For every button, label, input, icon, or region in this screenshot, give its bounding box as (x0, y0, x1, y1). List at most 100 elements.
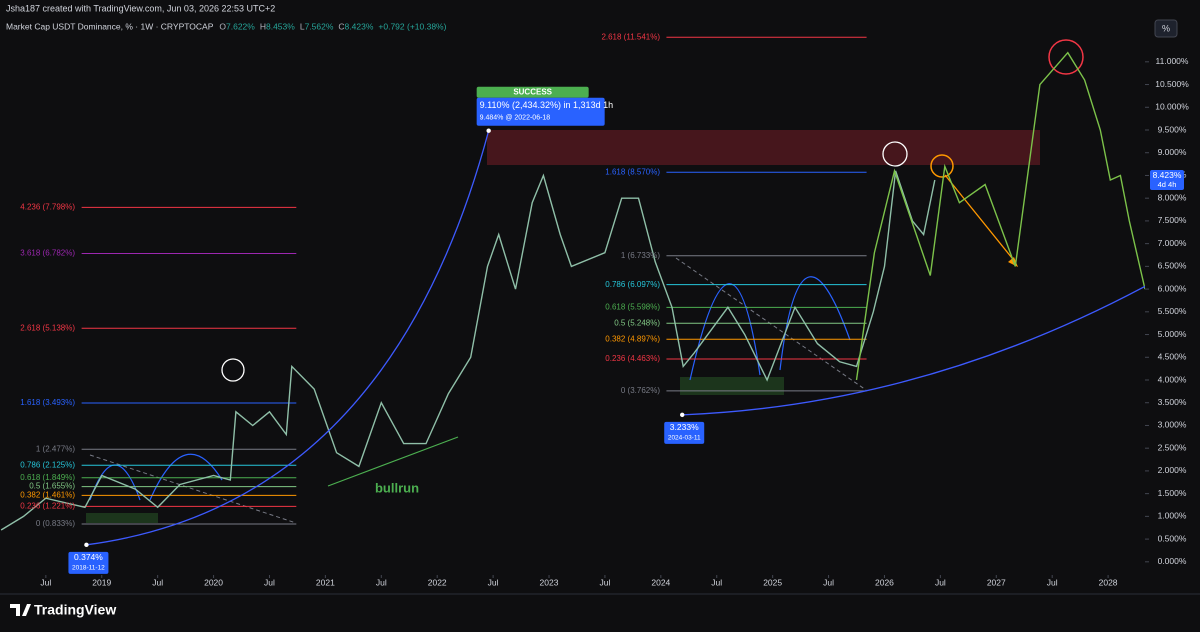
brand: TradingView (34, 602, 116, 618)
y-tick-label: 6.000% (1158, 283, 1187, 293)
y-tick-label: 10.500% (1155, 79, 1189, 89)
marker (84, 542, 89, 548)
countdown: 4d 4h (1158, 180, 1177, 189)
price-line (0, 170, 936, 531)
ohlc-key: L (300, 21, 305, 31)
y-tick-label: 1.500% (1158, 488, 1187, 498)
fib-label: 0.5 (1.655%) (29, 482, 75, 491)
demand-zone (680, 377, 784, 395)
x-tick-label: 2020 (204, 577, 223, 587)
fib-label: 0 (0.833%) (36, 519, 75, 528)
fib-label: 0.382 (4.897%) (605, 334, 660, 343)
x-tick-label: 2023 (540, 577, 559, 587)
ohlc-key: H (260, 21, 266, 31)
y-tick-label: 10.000% (1155, 102, 1189, 112)
ohlc-key: O (219, 21, 226, 31)
y-tick-label: 7.000% (1158, 238, 1187, 248)
arrow (944, 174, 1017, 264)
demand-zone (86, 513, 158, 523)
fib-label: 0.618 (5.598%) (605, 302, 660, 311)
fib-label: 1.618 (8.570%) (605, 167, 660, 176)
marker-date: 2024-03-11 (668, 435, 701, 442)
annotation: bullrun (375, 480, 419, 495)
fib-label: 4.236 (7.798%) (20, 202, 75, 211)
fib-label: 0 (3.762%) (621, 386, 660, 395)
fib-label: 3.618 (6.782%) (20, 249, 75, 258)
x-tick-label: Jul (935, 577, 946, 587)
fib-label: 0.786 (6.097%) (605, 280, 660, 289)
y-tick-label: 11.000% (1156, 56, 1189, 66)
change: +0.792 (+10.38%) (378, 21, 446, 31)
fib-label: 0.236 (4.463%) (605, 354, 660, 363)
highlight-circle (930, 154, 954, 178)
price-badge (1150, 169, 1184, 190)
marker (680, 412, 685, 418)
x-tick-label: Jul (711, 577, 722, 587)
growth-curve (682, 285, 1145, 416)
x-tick-label: Jul (599, 577, 610, 587)
x-tick-label: 2021 (316, 577, 335, 587)
fib-label: 0.786 (2.125%) (20, 460, 75, 469)
fib-label: 1 (6.733%) (621, 251, 660, 260)
x-tick-label: 2028 (1099, 577, 1118, 587)
marker-badge (68, 551, 109, 574)
fib-label: 0.5 (5.248%) (614, 318, 660, 327)
y-tick-label: 2.000% (1158, 465, 1187, 475)
ohlc-value: 8.423% (345, 21, 374, 31)
dashed-trendline (89, 454, 297, 524)
x-tick-label: 2025 (763, 577, 782, 587)
price-line (855, 51, 1145, 381)
header-bar (0, 0, 1200, 18)
y-tick-label: 8.000% (1158, 192, 1187, 202)
move-badge (476, 97, 605, 126)
x-tick-label: 2024 (651, 577, 670, 587)
fib-label: 2.618 (11.541%) (601, 32, 660, 41)
y-tick-label: 2.500% (1158, 442, 1187, 452)
scale-mode-button[interactable] (1154, 19, 1178, 38)
highlight-circle (1048, 39, 1084, 75)
peak-label: 9.484% @ 2022-06-18 (480, 115, 551, 122)
marker-date: 2018-11-12 (72, 565, 105, 572)
fib-label: 0.618 (1.849%) (20, 473, 75, 482)
x-tick-label: Jul (152, 577, 163, 587)
y-tick-label: 1.000% (1158, 511, 1187, 521)
marker-value: 0.374% (74, 552, 103, 562)
fib-label: 1.618 (3.493%) (20, 398, 75, 407)
x-tick-label: 2027 (987, 577, 1006, 587)
price-label: 8.423% (1153, 170, 1182, 180)
marker-value: 3.233% (670, 422, 699, 432)
scale-mode[interactable]: % (1162, 23, 1170, 33)
x-tick-label: Jul (1047, 577, 1058, 587)
x-tick-label: Jul (40, 577, 51, 587)
symbol: Market Cap USDT Dominance, % · 1W · CRYP… (6, 21, 214, 31)
marker (486, 128, 491, 133)
x-tick-label: Jul (376, 577, 387, 587)
x-tick-label: 2019 (92, 577, 111, 587)
y-tick-label: 7.500% (1158, 215, 1187, 225)
x-tick-label: 2026 (875, 577, 894, 587)
y-tick-label: 9.000% (1158, 147, 1187, 157)
plot-area (0, 36, 1145, 546)
marker-badge (664, 421, 705, 444)
ohlc-value: 8.453% (266, 21, 295, 31)
fib-label: 0.236 (1.221%) (20, 501, 75, 510)
y-tick-label: 3.500% (1158, 397, 1187, 407)
logo-icon (10, 604, 31, 616)
y-tick-label: 5.000% (1158, 329, 1187, 339)
x-tick-label: Jul (264, 577, 275, 587)
y-tick-label: 0.000% (1158, 556, 1187, 566)
fib-label: 2.618 (5.138%) (20, 323, 75, 332)
x-tick-label: 2022 (428, 577, 447, 587)
ohlc-value: 7.622% (226, 21, 255, 31)
highlight-circle (221, 358, 245, 382)
support-line (327, 436, 459, 487)
fib-label: 0.382 (1.461%) (20, 491, 75, 500)
fib-label: 1 (2.477%) (36, 444, 75, 453)
dashed-trendline (675, 257, 867, 391)
ohlc-value: 7.562% (305, 21, 334, 31)
y-tick-label: 3.000% (1158, 420, 1187, 430)
y-tick-label: 9.500% (1158, 124, 1187, 134)
y-tick-label: 4.000% (1158, 374, 1187, 384)
y-tick-label: 6.500% (1158, 261, 1187, 271)
